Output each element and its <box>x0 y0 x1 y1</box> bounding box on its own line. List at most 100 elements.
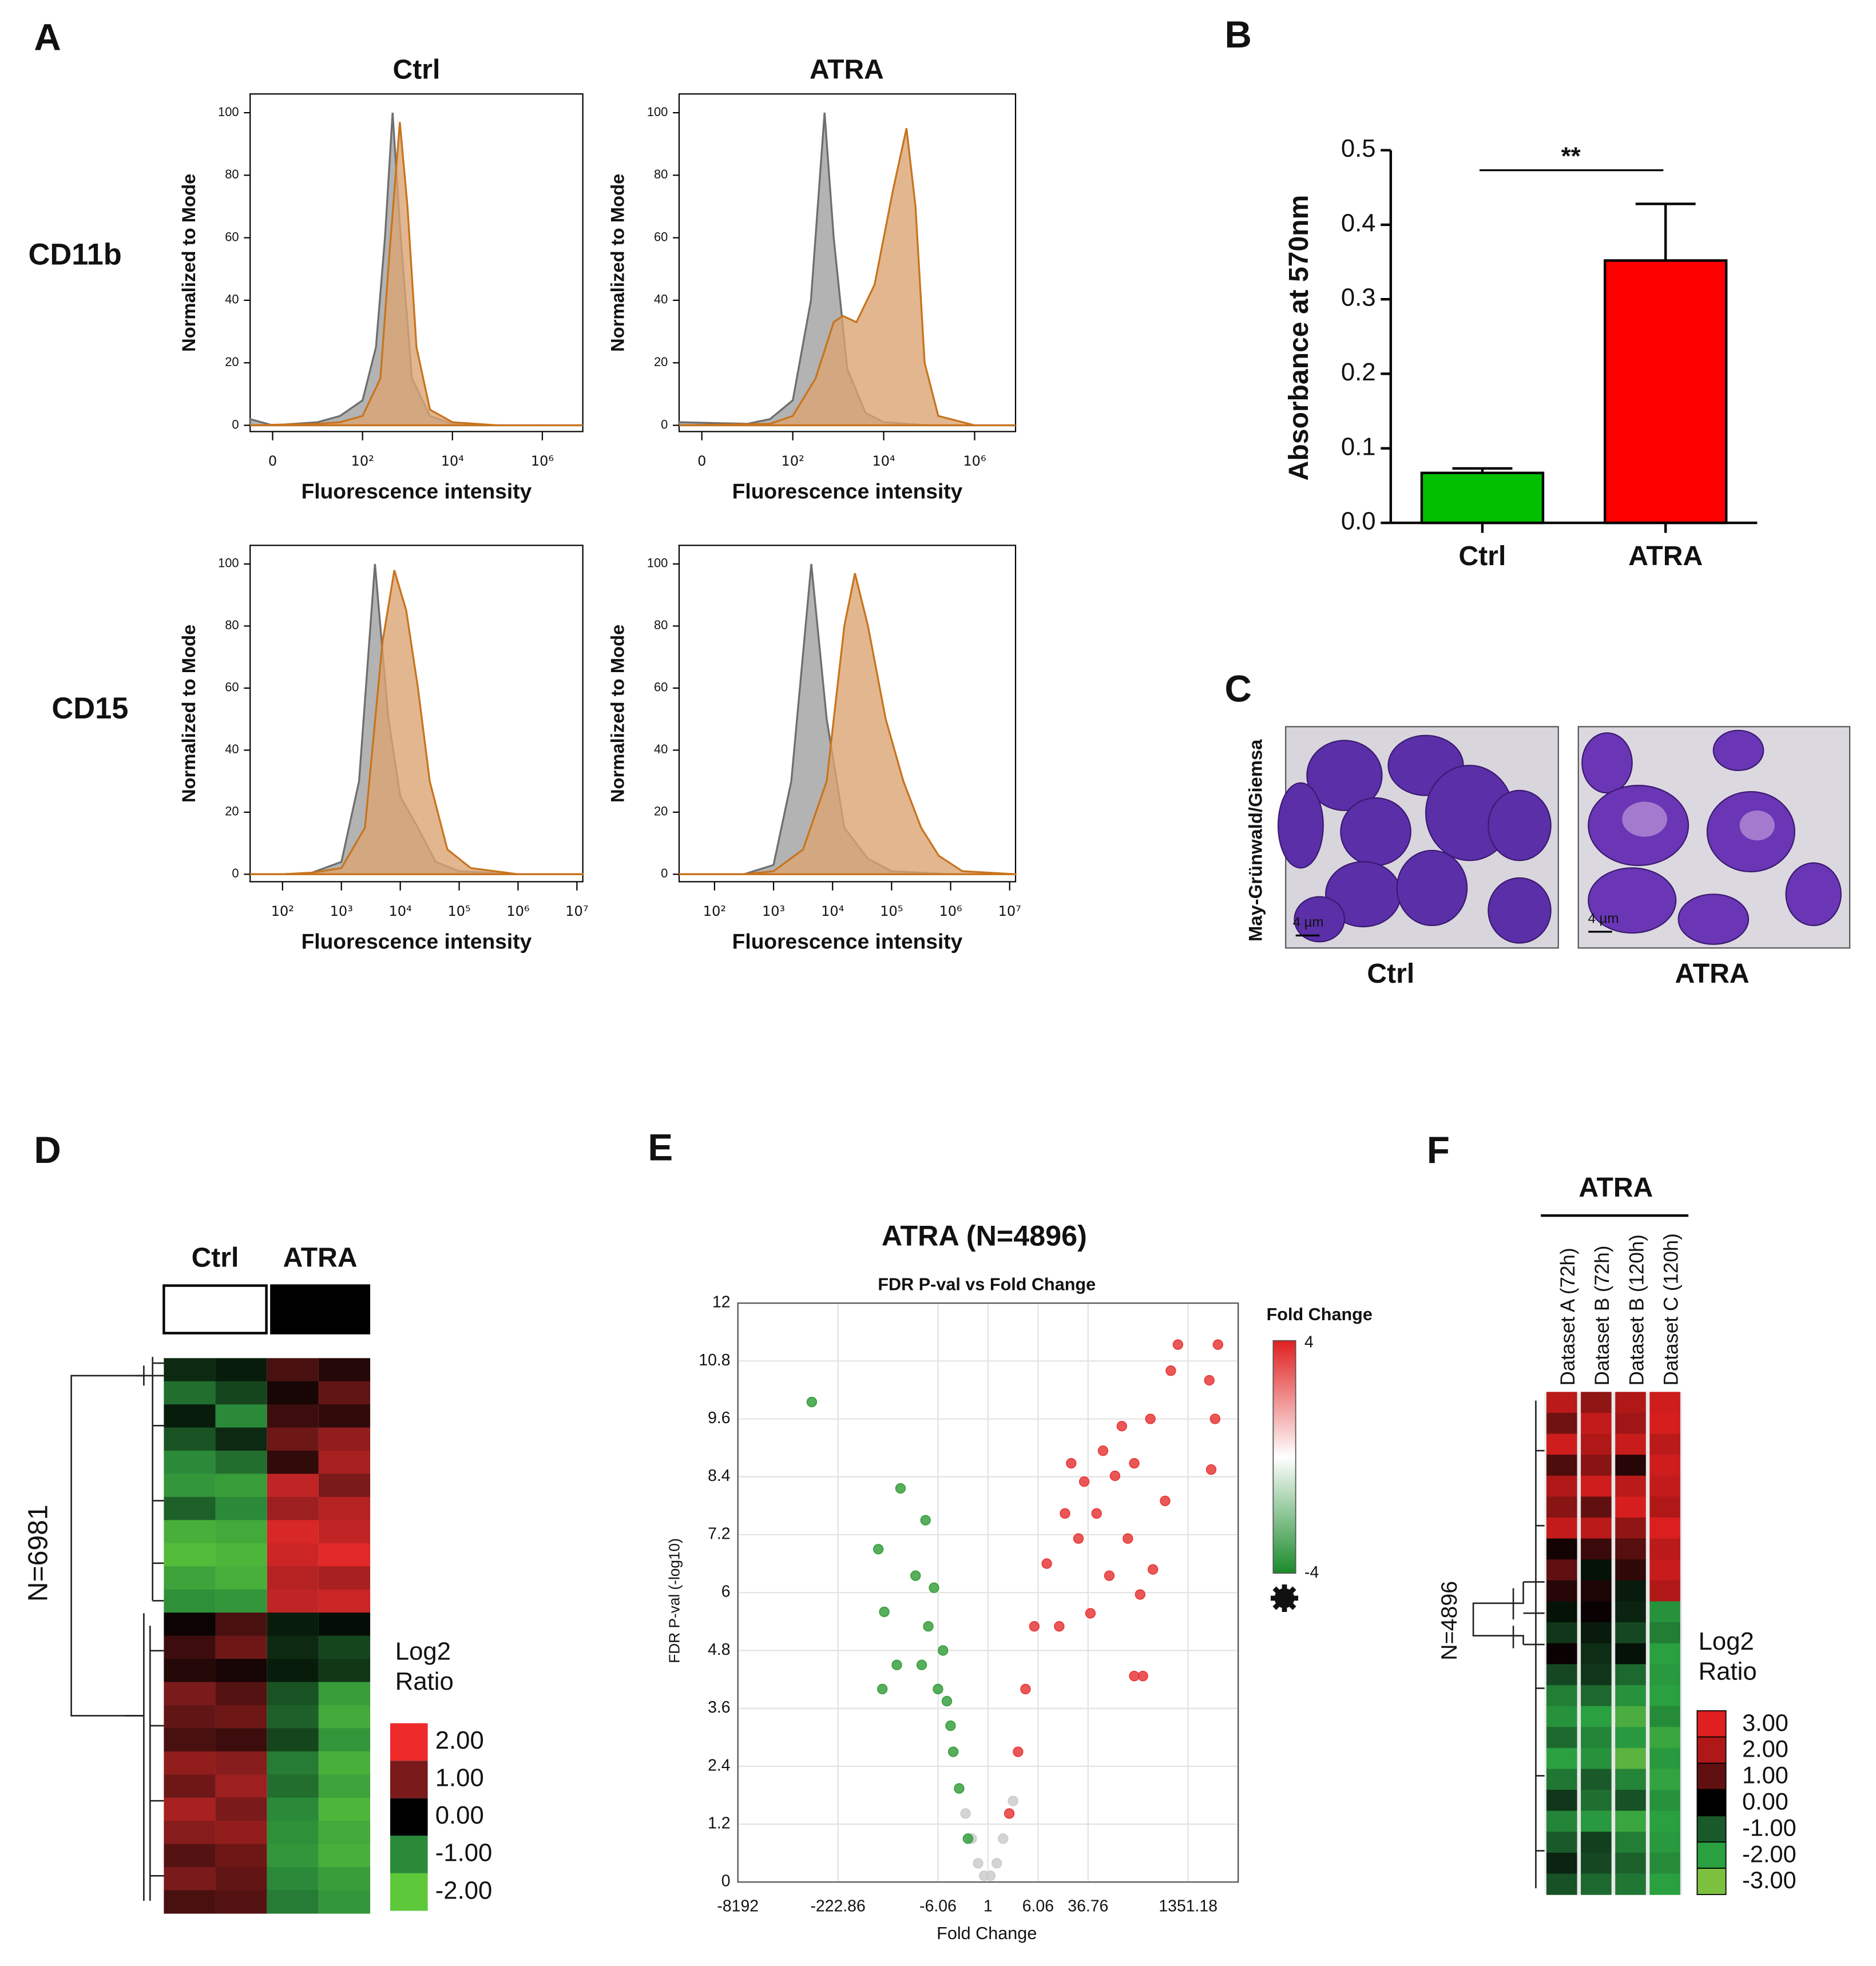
y-axis-label: Normalized to Mode <box>178 625 199 803</box>
density-area <box>250 122 583 427</box>
y-tick-label: 80 <box>225 167 239 181</box>
point <box>1004 1808 1015 1819</box>
heatmap-cell <box>1615 1412 1646 1435</box>
heatmap-cell <box>1581 1496 1612 1518</box>
point <box>1060 1508 1070 1519</box>
heatmap-cell <box>1615 1601 1646 1623</box>
legend-swatch <box>390 1761 428 1798</box>
y-tick-label: 0.0 <box>1341 507 1376 535</box>
heatmap-cell <box>164 1520 216 1544</box>
legend-label: 0.00 <box>1742 1788 1788 1814</box>
heatmap-cell <box>164 1635 216 1659</box>
heatmap-cell <box>1615 1873 1646 1895</box>
point <box>938 1645 949 1656</box>
x-tick-label: 10² <box>703 903 726 919</box>
point <box>920 1515 931 1526</box>
heatmap-cell <box>1546 1518 1577 1539</box>
x-tick-label: 10² <box>271 903 294 919</box>
point <box>941 1695 953 1707</box>
heatmap-cell <box>1649 1559 1680 1581</box>
point <box>923 1621 934 1632</box>
heatmap-cell <box>267 1404 319 1428</box>
legend-swatch <box>1696 1815 1727 1843</box>
point <box>891 1659 902 1670</box>
column-label: Dataset B (72h) <box>1591 1245 1613 1385</box>
micrograph-atra <box>1577 726 1851 949</box>
heatmap-cell <box>164 1867 216 1891</box>
heatmap-cell <box>215 1635 267 1659</box>
annotation: ** <box>1561 142 1581 170</box>
y-tick-label: 0.2 <box>1341 358 1376 386</box>
x-tick-label: 0 <box>697 453 706 469</box>
heatmap-cell <box>318 1566 371 1590</box>
y-tick-label: 40 <box>654 292 668 307</box>
heatmap-cell <box>1581 1559 1612 1581</box>
heatmap-cell <box>267 1451 319 1475</box>
x-tick-label: 0 <box>268 453 277 469</box>
point <box>1066 1457 1077 1469</box>
heatmap-cell <box>267 1358 319 1382</box>
chart-subtitle: FDR P-val vs Fold Change <box>878 1275 1096 1294</box>
heatmap-cell <box>267 1728 319 1752</box>
y-tick-label: 3.6 <box>708 1698 731 1717</box>
point <box>1116 1421 1127 1432</box>
y-tick-label: 80 <box>654 167 668 181</box>
heatmap-cell <box>215 1659 267 1683</box>
image-label: ATRA <box>1675 958 1750 989</box>
legend-label: 1.00 <box>1742 1762 1788 1789</box>
heatmap-cell <box>1615 1538 1646 1560</box>
heatmap-cell <box>1615 1496 1646 1518</box>
heatmap-cell <box>318 1797 371 1821</box>
heatmap-cell <box>1581 1518 1612 1539</box>
y-tick-label: 0.3 <box>1341 284 1376 312</box>
legend-swatch <box>1696 1710 1727 1738</box>
heatmap-cell <box>164 1543 216 1567</box>
heatmap-cell <box>164 1566 216 1590</box>
group-label: ATRA <box>283 1242 358 1273</box>
legend-label: -3.00 <box>1742 1866 1796 1893</box>
point <box>998 1833 1009 1844</box>
heatmap-cell <box>1581 1664 1612 1686</box>
point <box>806 1396 818 1408</box>
heatmap-cell <box>1546 1810 1577 1832</box>
heatmap-cell <box>1546 1873 1577 1895</box>
heatmap-cell <box>1649 1832 1680 1853</box>
point <box>933 1683 943 1695</box>
x-tick-label: 10⁶ <box>939 903 962 919</box>
point <box>1029 1621 1040 1632</box>
point <box>1123 1533 1133 1544</box>
panel-label: D <box>34 1129 61 1171</box>
y-tick-label: 0 <box>661 417 668 431</box>
heatmap-cell <box>267 1821 319 1845</box>
x-tick-label: 10⁴ <box>872 453 895 469</box>
heatmap-cell <box>318 1427 371 1451</box>
legend-title: Ratio <box>1699 1658 1757 1686</box>
y-tick-label: 20 <box>654 804 668 819</box>
column-label: Dataset C (120h) <box>1660 1233 1682 1385</box>
heatmap-cell <box>318 1821 371 1845</box>
heatmap-cell <box>1581 1790 1612 1812</box>
legend-label: -1.00 <box>435 1839 493 1867</box>
chart-title: ATRA (N=4896) <box>882 1220 1087 1252</box>
legend-label: 1.00 <box>435 1764 484 1792</box>
x-tick-label: 1351.18 <box>1159 1897 1217 1915</box>
heatmap-cell <box>1581 1769 1612 1790</box>
x-tick-label: 36.76 <box>1068 1897 1108 1915</box>
point <box>947 1746 959 1757</box>
scale-bar-label: 4 µm <box>1588 911 1619 926</box>
heatmap-cell <box>1581 1810 1612 1832</box>
point <box>895 1483 906 1494</box>
image-label: Ctrl <box>1367 958 1414 989</box>
x-tick-label: 10⁴ <box>441 453 464 469</box>
heatmap-cell <box>1546 1664 1577 1686</box>
heatmap-cell <box>1546 1832 1577 1853</box>
heatmap-cell <box>164 1821 216 1845</box>
heatmap-cell <box>1649 1475 1680 1498</box>
heatmap-cell <box>215 1682 267 1706</box>
heatmap-cell <box>1649 1873 1680 1895</box>
bar <box>1420 471 1545 525</box>
heatmap-cell <box>267 1427 319 1451</box>
n-label: N=6981 <box>23 1504 54 1602</box>
heatmap-cell <box>1615 1810 1646 1832</box>
